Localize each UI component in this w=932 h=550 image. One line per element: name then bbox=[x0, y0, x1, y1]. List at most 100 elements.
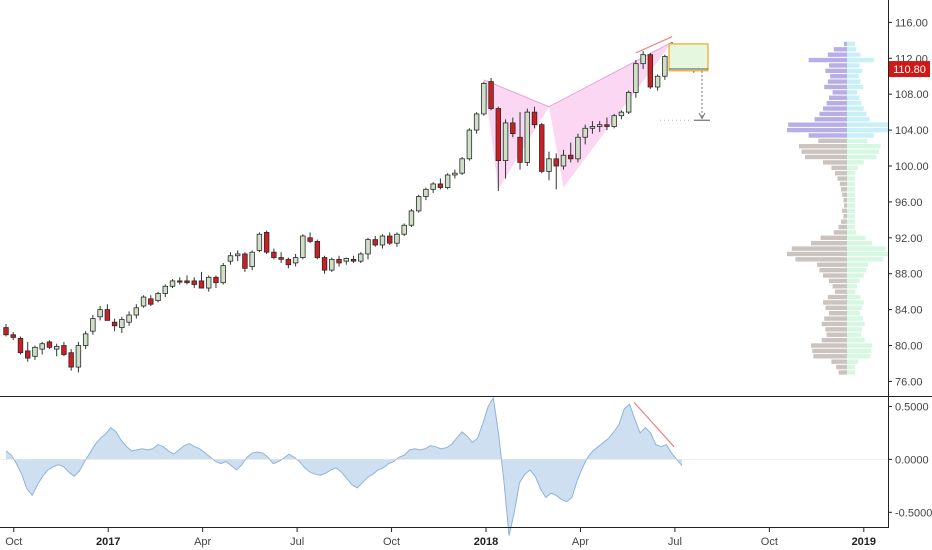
candle-body-up bbox=[596, 124, 603, 127]
volume-profile-bar-secondary bbox=[847, 321, 865, 327]
volume-profile-bar bbox=[826, 332, 847, 337]
volume-profile-bar bbox=[827, 294, 847, 300]
candle bbox=[582, 124, 588, 145]
candle-body-up bbox=[654, 75, 661, 88]
volume-profile-bar bbox=[811, 240, 847, 246]
candle-body-up bbox=[524, 111, 530, 163]
candle-body-up bbox=[640, 54, 646, 65]
volume-profile-bar-secondary bbox=[847, 219, 855, 224]
volume-profile-bar bbox=[835, 289, 847, 294]
candle bbox=[17, 336, 24, 355]
candle bbox=[206, 275, 212, 292]
candle bbox=[444, 173, 451, 190]
candle-body-down bbox=[278, 257, 284, 260]
candle bbox=[191, 277, 197, 289]
price-tick-label: 104.00 bbox=[895, 125, 929, 137]
volume-profile-bar-secondary bbox=[847, 348, 872, 354]
candle-body-up bbox=[300, 235, 306, 258]
candle bbox=[481, 81, 487, 116]
volume-profile-bar bbox=[833, 47, 847, 52]
volume-profile-bar-secondary bbox=[847, 305, 863, 311]
candle-body-up bbox=[169, 280, 176, 287]
price-tick-label: 92.00 bbox=[895, 233, 923, 245]
price-tick-label: 76.00 bbox=[895, 376, 923, 388]
candle bbox=[32, 345, 38, 360]
projection-arrow-head bbox=[698, 112, 706, 120]
volume-profile-bar-secondary bbox=[847, 111, 867, 117]
volume-profile-bar-secondary bbox=[847, 84, 863, 90]
volume-profile-bar bbox=[824, 84, 847, 90]
candle-body-up bbox=[140, 296, 147, 307]
volume-profile-bar bbox=[819, 111, 847, 117]
candle-body-down bbox=[307, 237, 313, 242]
volume-profile-bar bbox=[823, 300, 847, 305]
volume-profile-bar-secondary bbox=[847, 95, 860, 100]
candle-body-down bbox=[184, 280, 190, 284]
candle bbox=[300, 234, 306, 260]
volume-profile-bar-secondary bbox=[847, 273, 864, 278]
candle-body-down bbox=[314, 240, 321, 258]
volume-profile-bar-secondary bbox=[847, 294, 861, 300]
candle bbox=[560, 149, 567, 170]
volume-profile-bar bbox=[842, 208, 847, 214]
volume-profile-bar-secondary bbox=[847, 246, 886, 251]
candle bbox=[539, 122, 545, 174]
candle-body-up bbox=[75, 345, 82, 368]
candle bbox=[625, 90, 632, 114]
time-tick-label: 2019 bbox=[852, 536, 876, 548]
candle bbox=[321, 255, 328, 274]
candle bbox=[633, 60, 639, 98]
volume-profile-bar-secondary bbox=[847, 208, 855, 214]
osc-tick-label: 0.5000 bbox=[895, 401, 929, 413]
volume-profile-bar bbox=[825, 327, 847, 332]
candle-body-up bbox=[343, 258, 349, 262]
volume-profile-bar bbox=[839, 181, 847, 187]
volume-profile-bar bbox=[842, 192, 847, 197]
candle-body-up bbox=[358, 253, 364, 262]
volume-profile-bar bbox=[829, 311, 847, 316]
volume-profile-bar bbox=[824, 316, 847, 321]
candle bbox=[336, 255, 342, 267]
candle-body-down bbox=[321, 257, 328, 271]
candle-body-down bbox=[568, 154, 574, 160]
candle bbox=[61, 341, 67, 357]
price-tick-label: 116.00 bbox=[895, 17, 928, 29]
candle bbox=[329, 257, 335, 272]
candle-body-down bbox=[61, 345, 67, 355]
candle-body-up bbox=[97, 309, 103, 318]
candle bbox=[662, 54, 668, 80]
candle-body-down bbox=[242, 253, 248, 269]
candle bbox=[10, 332, 16, 341]
candle bbox=[430, 182, 436, 193]
candle bbox=[169, 279, 176, 289]
candle bbox=[524, 108, 530, 166]
price-tick-label: 108.00 bbox=[895, 89, 929, 101]
candle-body-up bbox=[220, 265, 226, 284]
time-tick-label: Oct bbox=[761, 536, 778, 548]
candle-body-up bbox=[481, 83, 487, 115]
volume-profile-bar bbox=[818, 138, 847, 144]
candle-body-up bbox=[227, 255, 234, 262]
volume-profile-bar-secondary bbox=[847, 57, 874, 63]
candle-body-down bbox=[148, 298, 154, 305]
price-tick-label: 80.00 bbox=[895, 341, 923, 353]
candle bbox=[213, 275, 219, 289]
osc-tick-label: 0.0000 bbox=[895, 454, 929, 466]
candle bbox=[343, 257, 349, 265]
volume-profile-bar-secondary bbox=[847, 160, 864, 165]
candle bbox=[97, 306, 103, 321]
candle-body-down bbox=[10, 334, 16, 338]
candle bbox=[177, 277, 183, 285]
candle bbox=[640, 51, 646, 70]
oscillator-axis-ticks: 0.5000 0.0000 -0.5000 bbox=[888, 401, 932, 519]
candle-body-down bbox=[495, 108, 502, 162]
candle bbox=[415, 194, 422, 213]
volume-profile-bar bbox=[838, 370, 847, 375]
candle-body-down bbox=[647, 54, 654, 88]
volume-profile-bar bbox=[823, 273, 847, 278]
volume-profile-bar bbox=[832, 90, 847, 95]
candle bbox=[75, 341, 82, 373]
candle-body-up bbox=[53, 346, 60, 350]
candle-body-down bbox=[271, 251, 277, 258]
